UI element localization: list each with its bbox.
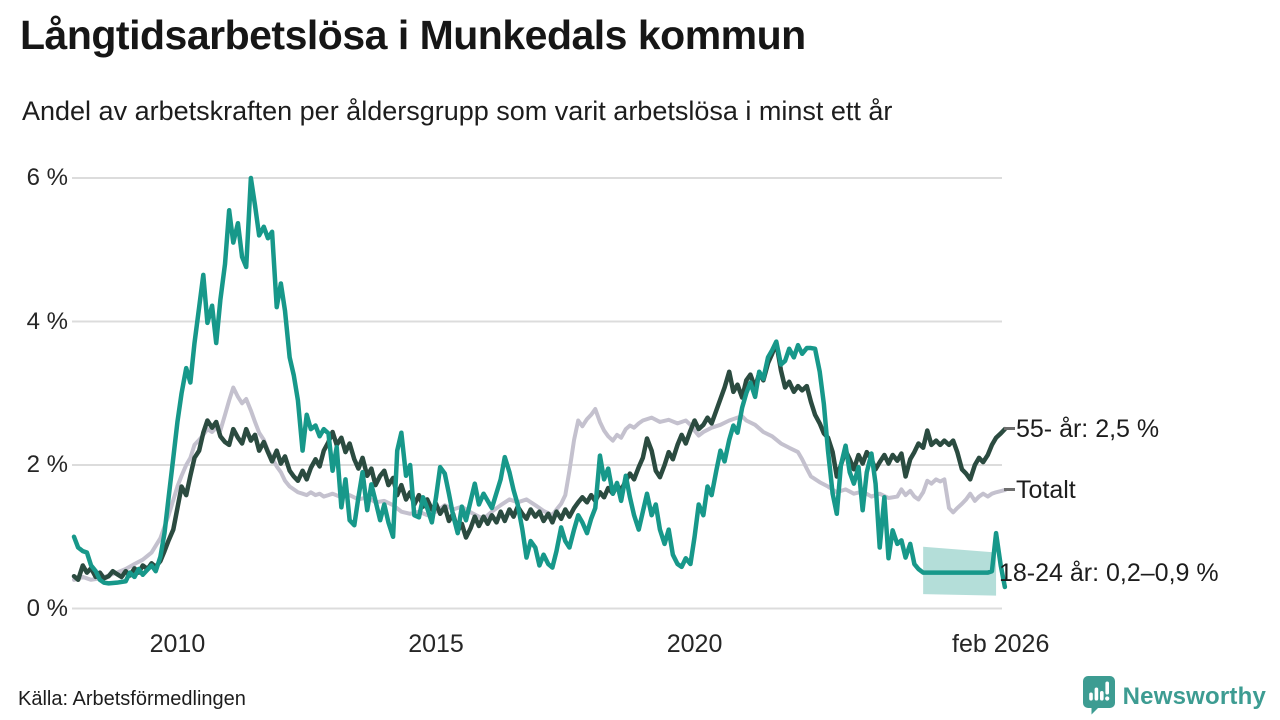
- x-axis-tick-label: 2020: [666, 630, 723, 658]
- series-line-18-24-ar: [71, 175, 1008, 590]
- x-axis-tick-label: 2010: [149, 630, 206, 658]
- y-axis-tick-label: 6 %: [26, 164, 68, 191]
- x-axis-tick-label: feb 2026: [952, 630, 1050, 658]
- newsworthy-wordmark: Newsworthy: [1122, 683, 1266, 710]
- page-subtitle: Andel av arbetskraften per åldersgrupp s…: [22, 96, 893, 126]
- newsworthy-logo-icon: [1082, 675, 1116, 720]
- label-connector-dash: [1004, 427, 1015, 431]
- x-axis-tick-label: 2015: [408, 630, 464, 658]
- series-end-label-text: Totalt: [1016, 476, 1076, 505]
- label-connector-dash: [1004, 488, 1015, 491]
- source-credit: Källa: Arbetsförmedlingen: [18, 688, 246, 710]
- series-end-label-18-24-ar: 18-24 år: 0,2–0,9 %: [999, 557, 1219, 589]
- series-end-label-text: 55- år: 2,5 %: [1016, 415, 1160, 444]
- page-title: Långtidsarbetslösa i Munkedals kommun: [20, 12, 806, 58]
- series-end-label-totalt: Totalt: [1004, 474, 1076, 506]
- series-end-label-text: 18-24 år: 0,2–0,9 %: [999, 558, 1219, 587]
- series-line-55-ar: [71, 340, 1008, 583]
- y-axis-tick-label: 2 %: [26, 451, 68, 478]
- y-axis-tick-label: 4 %: [26, 307, 68, 335]
- series-end-label-55-ar: 55- år: 2,5 %: [1004, 413, 1159, 445]
- y-axis-tick-label: 0 %: [26, 594, 68, 622]
- newsworthy-logo[interactable]: Newsworthy: [1082, 675, 1266, 720]
